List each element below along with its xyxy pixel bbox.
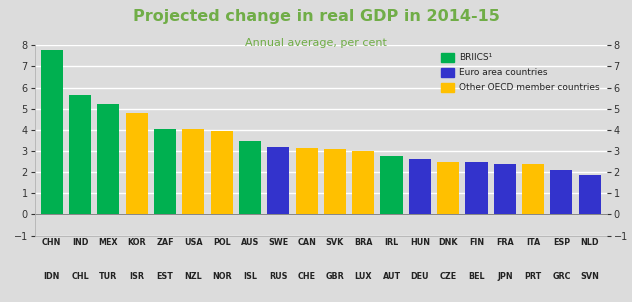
Text: LUX: LUX (355, 272, 372, 281)
Text: NOR: NOR (212, 272, 231, 281)
Text: GBR: GBR (325, 272, 344, 281)
Bar (522, 164, 544, 214)
Bar (380, 156, 403, 214)
Bar (579, 175, 601, 214)
Bar (126, 113, 148, 214)
Text: CHL: CHL (71, 272, 89, 281)
Bar (239, 141, 261, 214)
Text: DEU: DEU (411, 272, 429, 281)
Text: SVN: SVN (580, 272, 599, 281)
Text: AUT: AUT (382, 272, 401, 281)
Bar (154, 129, 176, 214)
Text: NZL: NZL (185, 272, 202, 281)
Text: CHE: CHE (298, 272, 315, 281)
Text: GRC: GRC (552, 272, 571, 281)
Bar (97, 104, 119, 214)
Bar (296, 148, 318, 214)
Text: BEL: BEL (468, 272, 485, 281)
Text: Annual average, per cent: Annual average, per cent (245, 38, 387, 48)
Bar (324, 149, 346, 214)
Text: TUR: TUR (99, 272, 118, 281)
Text: JPN: JPN (497, 272, 513, 281)
Text: RUS: RUS (269, 272, 288, 281)
Text: IDN: IDN (44, 272, 60, 281)
Text: ISR: ISR (129, 272, 144, 281)
Bar (182, 129, 204, 214)
Legend: BRIICS¹, Euro area countries, Other OECD member countries: BRIICS¹, Euro area countries, Other OECD… (438, 50, 602, 95)
Bar (550, 170, 573, 214)
Bar (494, 164, 516, 214)
Bar (465, 162, 487, 214)
Text: ISL: ISL (243, 272, 257, 281)
Text: CZE: CZE (440, 272, 457, 281)
Bar (437, 162, 459, 214)
Bar (409, 159, 431, 214)
Text: EST: EST (157, 272, 173, 281)
Bar (69, 95, 91, 214)
Text: PRT: PRT (525, 272, 542, 281)
Bar (352, 151, 374, 214)
Text: Projected change in real GDP in 2014-15: Projected change in real GDP in 2014-15 (133, 9, 499, 24)
Bar (267, 147, 289, 214)
Bar (210, 131, 233, 214)
Bar (40, 50, 63, 214)
